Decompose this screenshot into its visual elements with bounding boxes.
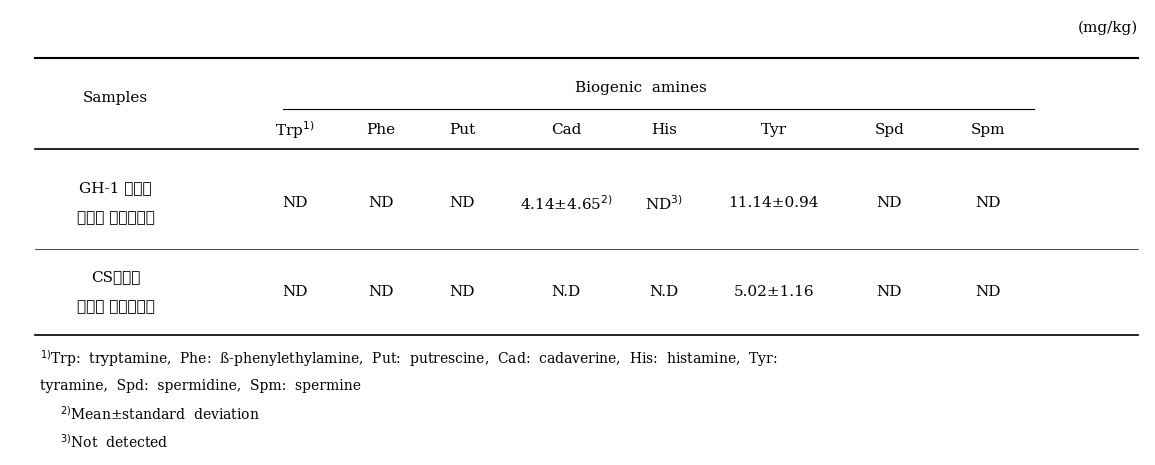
Text: 5.02±1.16: 5.02±1.16 <box>733 285 814 299</box>
Text: ND: ND <box>877 196 902 211</box>
Text: ND: ND <box>975 196 1000 211</box>
Text: ND: ND <box>368 285 394 299</box>
Text: ND: ND <box>368 196 394 211</box>
Text: 4.14±4.65$^{2)}$: 4.14±4.65$^{2)}$ <box>520 194 612 213</box>
Text: Trp$^{1)}$: Trp$^{1)}$ <box>275 120 314 141</box>
Text: Tyr: Tyr <box>761 123 787 137</box>
Text: Samples: Samples <box>83 91 148 105</box>
Text: Biogenic  amines: Biogenic amines <box>575 81 707 95</box>
Text: ND: ND <box>449 196 475 211</box>
Text: GH-1 균주를: GH-1 균주를 <box>80 181 151 195</box>
Text: tyramine,  Spd:  spermidine,  Spm:  spermine: tyramine, Spd: spermidine, Spm: spermine <box>40 379 362 393</box>
Text: ND: ND <box>282 196 307 211</box>
Text: N.D: N.D <box>551 285 581 299</box>
Text: ND$^{3)}$: ND$^{3)}$ <box>646 194 683 213</box>
Text: Cad: Cad <box>551 123 581 137</box>
Text: 11.14±0.94: 11.14±0.94 <box>729 196 819 211</box>
Text: ND: ND <box>282 285 307 299</box>
Text: Spm: Spm <box>970 123 1005 137</box>
Text: Phe: Phe <box>366 123 396 137</box>
Text: ND: ND <box>975 285 1000 299</box>
Text: His: His <box>651 123 677 137</box>
Text: ND: ND <box>877 285 902 299</box>
Text: $^{1)}$Trp:  tryptamine,  Phe:  ß-phenylethylamine,  Put:  putrescine,  Cad:  ca: $^{1)}$Trp: tryptamine, Phe: ß-phenyleth… <box>40 348 778 368</box>
Text: 적용한 발효소시지: 적용한 발효소시지 <box>76 212 155 226</box>
Text: $^{3)}$Not  detected: $^{3)}$Not detected <box>60 433 169 451</box>
Text: N.D: N.D <box>649 285 679 299</box>
Text: Spd: Spd <box>874 123 904 137</box>
Text: ND: ND <box>449 285 475 299</box>
Text: $^{2)}$Mean±standard  deviation: $^{2)}$Mean±standard deviation <box>60 405 260 423</box>
Text: 적용한 발효소시지: 적용한 발효소시지 <box>76 300 155 314</box>
Text: (mg/kg): (mg/kg) <box>1078 21 1138 35</box>
Text: Put: Put <box>449 123 475 137</box>
Text: CS균주를: CS균주를 <box>91 270 140 284</box>
